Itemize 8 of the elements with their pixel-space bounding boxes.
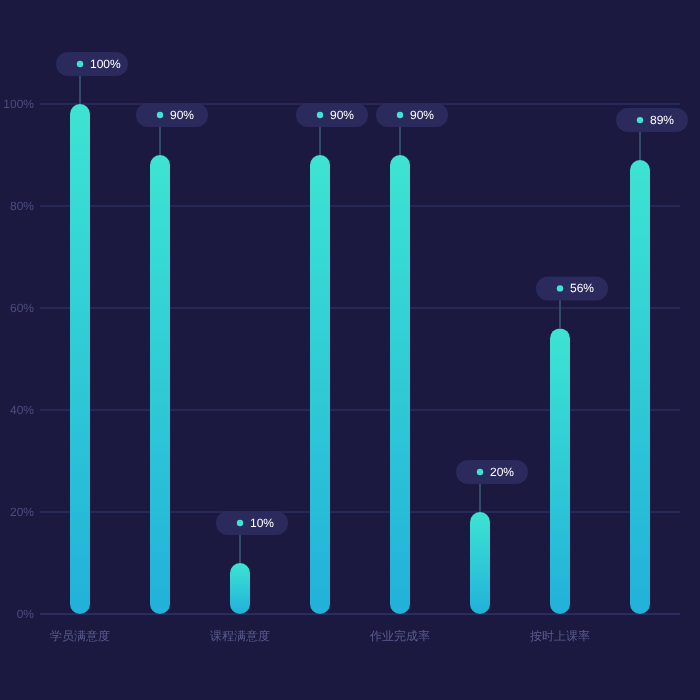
bar bbox=[390, 155, 410, 614]
bar bbox=[70, 104, 90, 614]
bar bbox=[470, 512, 490, 614]
bar bbox=[550, 328, 570, 614]
bar bbox=[310, 155, 330, 614]
bar bbox=[630, 160, 650, 614]
bar bbox=[230, 563, 250, 614]
bar bbox=[150, 155, 170, 614]
